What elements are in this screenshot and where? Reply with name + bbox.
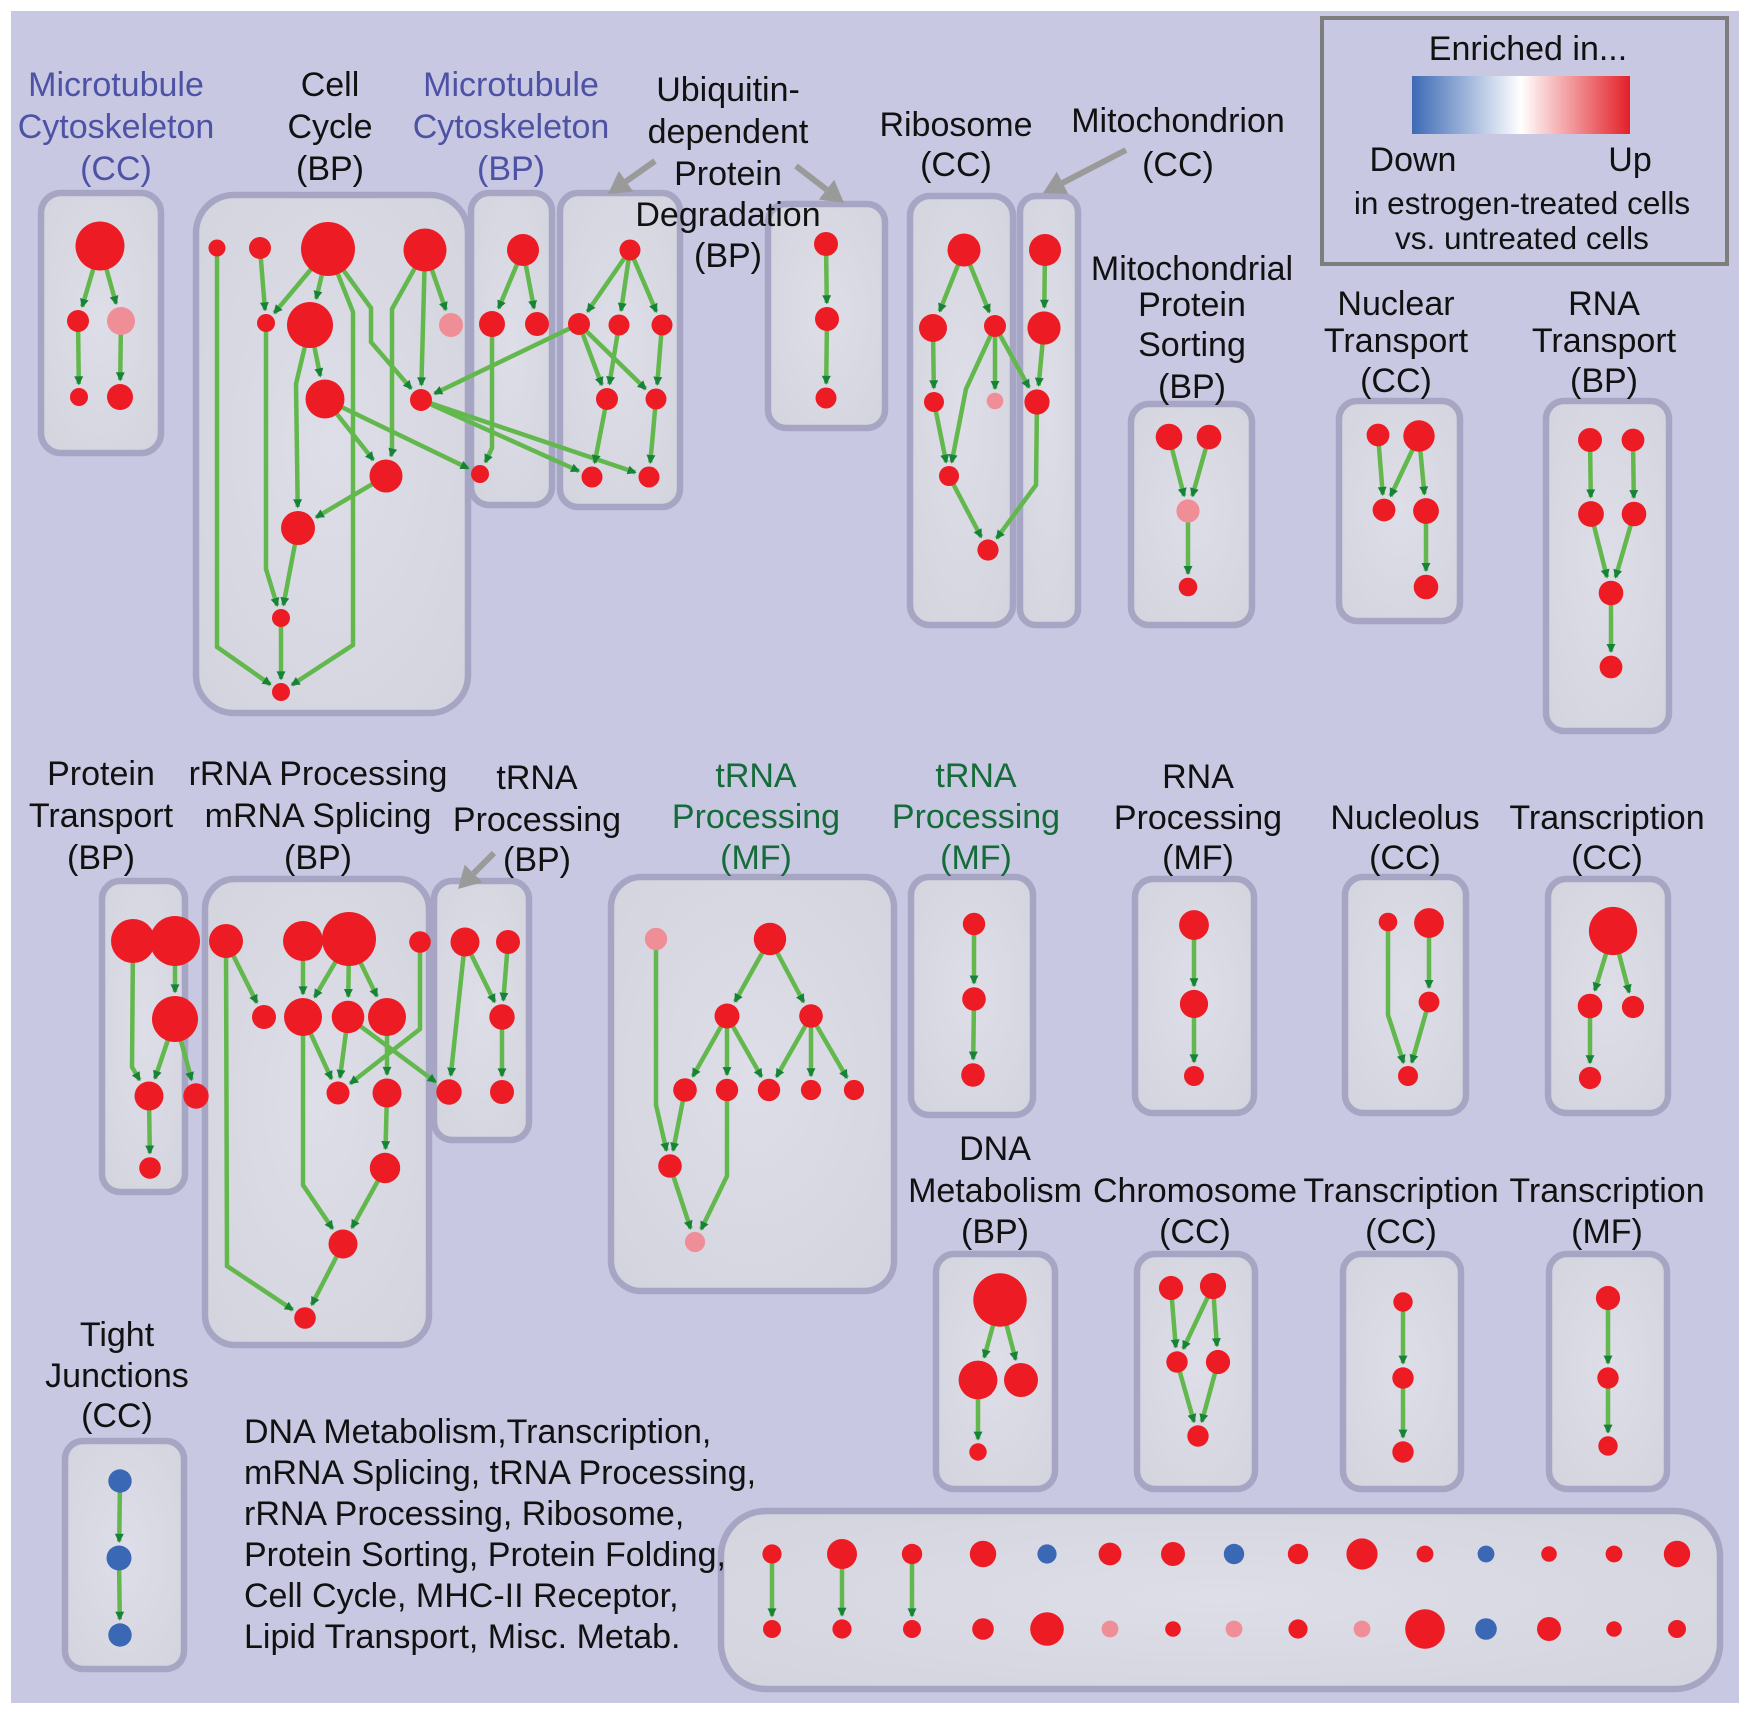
svg-text:mRNA Splicing, tRNA Processing: mRNA Splicing, tRNA Processing,	[244, 1454, 756, 1492]
svg-text:(CC): (CC)	[1159, 1213, 1231, 1251]
svg-text:Transcription: Transcription	[1509, 799, 1704, 837]
svg-text:(BP): (BP)	[961, 1213, 1029, 1251]
svg-text:tRNA: tRNA	[935, 757, 1017, 795]
svg-text:Processing: Processing	[672, 798, 840, 836]
svg-text:Ubiquitin-: Ubiquitin-	[656, 71, 800, 109]
svg-text:Cytoskeleton: Cytoskeleton	[18, 108, 215, 146]
svg-text:Mitochondrial: Mitochondrial	[1091, 250, 1293, 288]
svg-text:Protein: Protein	[674, 155, 782, 193]
svg-text:Nucleolus: Nucleolus	[1330, 799, 1479, 837]
svg-text:(CC): (CC)	[1142, 146, 1214, 184]
svg-text:Chromosome: Chromosome	[1093, 1172, 1297, 1210]
svg-text:Ribosome: Ribosome	[879, 106, 1032, 144]
svg-text:in estrogen-treated cells: in estrogen-treated cells	[1354, 185, 1690, 221]
svg-text:Processing: Processing	[1114, 799, 1282, 837]
svg-text:Enriched in...: Enriched in...	[1429, 30, 1627, 68]
svg-text:Transcription: Transcription	[1303, 1172, 1498, 1210]
svg-text:Mitochondrion: Mitochondrion	[1071, 102, 1285, 140]
svg-text:Junctions: Junctions	[45, 1357, 189, 1395]
svg-text:Tight: Tight	[80, 1316, 155, 1354]
svg-text:tRNA: tRNA	[496, 759, 578, 797]
svg-text:(MF): (MF)	[720, 839, 792, 877]
svg-text:Microtubule: Microtubule	[423, 66, 599, 104]
svg-text:(BP): (BP)	[503, 841, 571, 879]
svg-text:Microtubule: Microtubule	[28, 66, 204, 104]
svg-text:(BP): (BP)	[284, 839, 352, 877]
svg-text:Lipid Transport, Misc. Metab.: Lipid Transport, Misc. Metab.	[244, 1618, 681, 1656]
svg-text:RNA: RNA	[1568, 285, 1640, 323]
svg-text:Up: Up	[1608, 141, 1651, 179]
svg-text:Cycle: Cycle	[287, 108, 372, 146]
svg-text:Transport: Transport	[29, 797, 174, 835]
svg-text:Transport: Transport	[1532, 322, 1677, 360]
svg-text:Degradation: Degradation	[635, 196, 820, 234]
svg-text:Down: Down	[1370, 141, 1457, 179]
svg-text:(CC): (CC)	[1369, 839, 1441, 877]
svg-text:dependent: dependent	[648, 113, 809, 151]
svg-text:(BP): (BP)	[1570, 362, 1638, 400]
svg-text:(CC): (CC)	[81, 1397, 153, 1435]
svg-text:RNA: RNA	[1162, 758, 1234, 796]
svg-text:Nuclear: Nuclear	[1337, 285, 1454, 323]
svg-text:(MF): (MF)	[940, 839, 1012, 877]
svg-text:(MF): (MF)	[1571, 1213, 1643, 1251]
svg-text:(CC): (CC)	[1365, 1213, 1437, 1251]
svg-text:Metabolism: Metabolism	[908, 1172, 1082, 1210]
svg-text:(BP): (BP)	[67, 839, 135, 877]
svg-text:tRNA: tRNA	[715, 757, 797, 795]
svg-text:vs. untreated cells: vs. untreated cells	[1395, 220, 1649, 256]
svg-text:Sorting: Sorting	[1138, 326, 1246, 364]
svg-text:rRNA Processing, Ribosome,: rRNA Processing, Ribosome,	[244, 1495, 684, 1533]
svg-text:Protein: Protein	[47, 755, 155, 793]
svg-text:(CC): (CC)	[920, 146, 992, 184]
svg-text:Transport: Transport	[1324, 322, 1469, 360]
svg-text:(BP): (BP)	[477, 150, 545, 188]
svg-text:DNA Metabolism,Transcription,: DNA Metabolism,Transcription,	[244, 1413, 711, 1451]
svg-text:(CC): (CC)	[1360, 362, 1432, 400]
svg-text:Cell Cycle, MHC-II Receptor,: Cell Cycle, MHC-II Receptor,	[244, 1577, 679, 1615]
svg-text:(CC): (CC)	[80, 150, 152, 188]
svg-text:(BP): (BP)	[296, 150, 364, 188]
svg-text:Protein Sorting, Protein Foldi: Protein Sorting, Protein Folding,	[244, 1536, 726, 1574]
svg-text:DNA: DNA	[959, 1130, 1031, 1168]
svg-text:Processing: Processing	[453, 801, 621, 839]
svg-text:(CC): (CC)	[1571, 839, 1643, 877]
svg-text:mRNA Splicing: mRNA Splicing	[205, 797, 432, 835]
svg-text:Transcription: Transcription	[1509, 1172, 1704, 1210]
svg-text:Cell: Cell	[301, 66, 360, 104]
svg-text:Protein: Protein	[1138, 286, 1246, 324]
svg-text:rRNA Processing: rRNA Processing	[189, 755, 448, 793]
svg-text:Processing: Processing	[892, 798, 1060, 836]
svg-text:Cytoskeleton: Cytoskeleton	[413, 108, 610, 146]
svg-text:(BP): (BP)	[1158, 368, 1226, 406]
svg-text:(MF): (MF)	[1162, 839, 1234, 877]
svg-text:(BP): (BP)	[694, 237, 762, 275]
